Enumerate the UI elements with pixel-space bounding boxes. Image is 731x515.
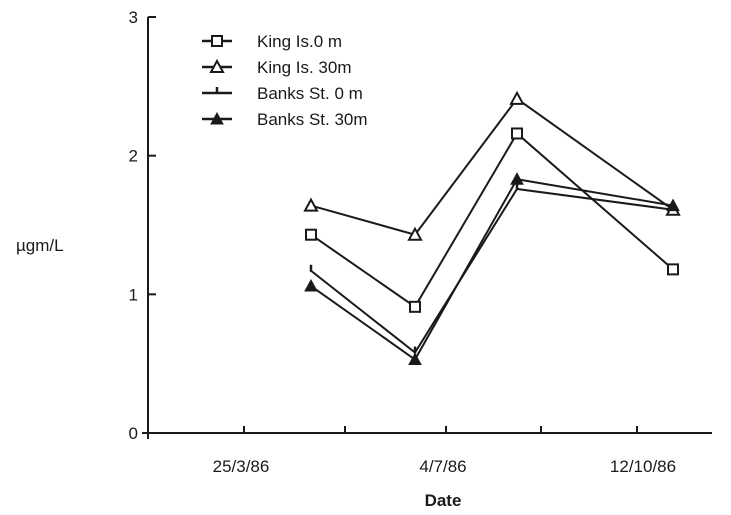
triangle-filled-marker bbox=[666, 198, 680, 212]
square-marker bbox=[211, 35, 223, 47]
square-marker bbox=[511, 127, 523, 140]
triangle-open-marker bbox=[303, 197, 319, 212]
legend-item: Banks St. 30m bbox=[202, 110, 368, 129]
series-2 bbox=[303, 90, 681, 241]
x-axis-title: Date bbox=[425, 491, 462, 510]
x-tick-label: 4/7/86 bbox=[419, 457, 466, 476]
triangle-filled-marker bbox=[510, 172, 524, 185]
triangle-open-marker bbox=[509, 90, 525, 105]
series-line bbox=[310, 131, 674, 309]
triangle-open-marker bbox=[209, 58, 225, 73]
legend-label: Banks St. 0 m bbox=[257, 84, 363, 103]
series-3 bbox=[309, 182, 675, 355]
x-tick-label: 25/3/86 bbox=[213, 457, 270, 476]
series-line bbox=[310, 97, 674, 236]
triangle-filled-marker bbox=[210, 111, 224, 125]
legend: King Is.0 m King Is. 30m Banks St. 0 m Bank… bbox=[202, 32, 368, 129]
legend-label: King Is.0 m bbox=[257, 32, 342, 51]
square-marker bbox=[667, 263, 679, 276]
y-axis-title: µgm/L bbox=[16, 236, 64, 255]
x-tick-label: 12/10/86 bbox=[610, 457, 676, 476]
y-tick-label: 3 bbox=[129, 8, 138, 27]
series-1 bbox=[305, 127, 679, 313]
legend-item: King Is.0 m bbox=[202, 32, 342, 51]
series-4 bbox=[304, 172, 680, 366]
series-line bbox=[310, 187, 674, 355]
series-layer bbox=[303, 90, 681, 366]
axes: 0 1 2 3 25/3/86 4/7/86 12/10/86 Date µgm/L bbox=[16, 8, 712, 510]
legend-item: Banks St. 0 m bbox=[202, 84, 363, 103]
legend-label: King Is. 30m bbox=[257, 58, 352, 77]
series-line bbox=[310, 178, 674, 361]
y-tick-label: 1 bbox=[129, 285, 138, 304]
triangle-filled-marker bbox=[408, 352, 422, 366]
y-tick-label: 2 bbox=[129, 147, 138, 166]
triangle-open-marker bbox=[407, 226, 423, 241]
square-marker bbox=[305, 228, 317, 241]
square-marker bbox=[409, 300, 421, 313]
legend-label: Banks St. 30m bbox=[257, 110, 368, 129]
triangle-filled-marker bbox=[304, 278, 318, 292]
y-tick-label: 0 bbox=[129, 424, 138, 443]
legend-item: King Is. 30m bbox=[202, 58, 352, 77]
